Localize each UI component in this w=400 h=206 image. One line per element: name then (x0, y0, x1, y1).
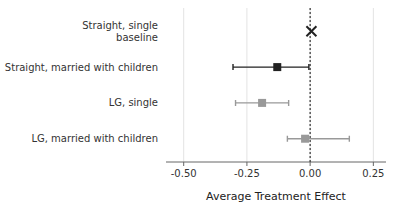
point-marker (301, 135, 309, 143)
x-tick-label: 0.00 (299, 168, 321, 179)
error-bar (236, 100, 289, 106)
category-label: Straight, married with children (5, 62, 158, 73)
category-label-line: baseline (116, 32, 158, 43)
category-label-line: LG, single (109, 97, 158, 108)
point-marker (273, 63, 281, 71)
point-marker (258, 99, 266, 107)
chart: Straight, singlebaseline Straight, marrie… (0, 0, 400, 206)
x-axis-line (166, 162, 386, 163)
error-bar (287, 136, 349, 142)
x-tick-label: 0.25 (362, 168, 384, 179)
category-label: LG, single (109, 97, 158, 108)
grid-line (373, 8, 374, 162)
category-label-line: LG, married with children (31, 133, 158, 144)
category-label-line: Straight, married with children (5, 62, 158, 73)
category-label: LG, married with children (31, 133, 158, 144)
grid-line (246, 8, 247, 162)
x-tick (373, 162, 374, 166)
point-marker (306, 26, 316, 36)
category-label: Straight, singlebaseline (82, 20, 158, 42)
x-tick (183, 162, 184, 166)
x-tick (246, 162, 247, 166)
x-axis-label: Average Treatment Effect (206, 190, 346, 203)
x-tick-label: -0.25 (234, 168, 260, 179)
error-bar (233, 64, 309, 70)
grid-line (183, 8, 184, 162)
category-label-line: Straight, single (82, 20, 158, 31)
x-tick-label: -0.50 (171, 168, 197, 179)
plot-area (233, 8, 349, 162)
x-tick (310, 162, 311, 166)
